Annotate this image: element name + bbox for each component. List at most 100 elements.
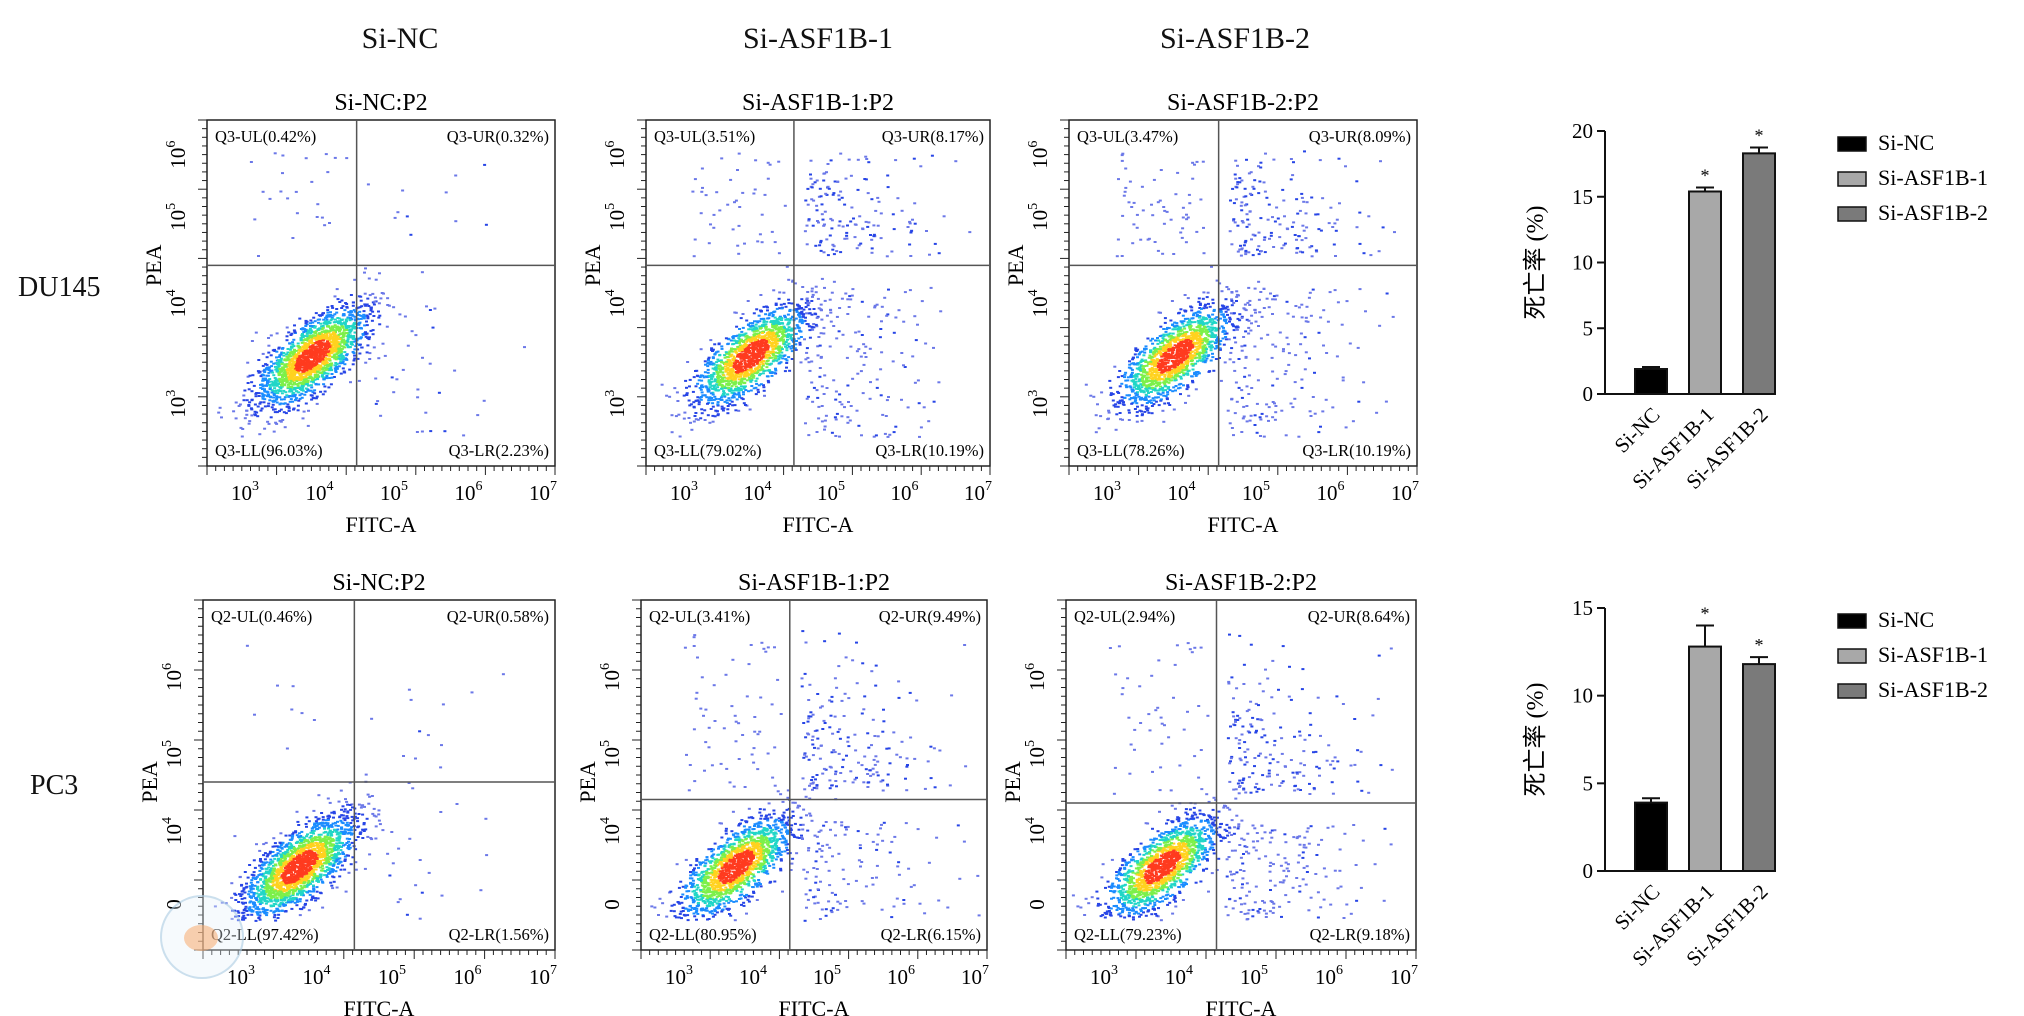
y-tick-label: 104 [1026, 289, 1052, 317]
quadrant-label-lr: Q3-LR(2.23%) [449, 441, 549, 460]
y-axis-label: PEA [575, 761, 600, 803]
flow-plot-events [1071, 633, 1394, 922]
flow-plot-6: Si-ASF1B-2:P2 Q2-UL(2.94%) Q2-UR(8.64%) Q2-… [1000, 570, 1418, 1016]
x-tick-label: 105 [378, 963, 406, 989]
flow-plot-title: Si-NC:P2 [334, 90, 427, 116]
bar-si-asf1b-2 [1742, 152, 1776, 395]
svg-text:103: 103 [603, 390, 629, 418]
significance-marker: * [1755, 125, 1764, 145]
legend-swatch [1837, 613, 1867, 629]
svg-text:103: 103 [164, 390, 190, 418]
x-tick-label: 104 [306, 479, 334, 505]
quadrant-label-ll: Q2-LL(80.95%) [649, 925, 757, 944]
svg-text:107: 107 [529, 479, 557, 505]
flow-plot-events [660, 152, 972, 438]
flow-plot-title: Si-ASF1B-1:P2 [738, 570, 890, 596]
flow-plot-3: Si-ASF1B-2:P2 Q3-UL(3.47%) Q3-UR(8.09%) Q3-… [1003, 90, 1419, 537]
x-tick-label: 104 [744, 479, 772, 505]
quadrant-label-ll: Q2-LL(79.23%) [1074, 925, 1182, 944]
x-tick-label: 104 [303, 963, 331, 989]
y-tick-label: 104 [164, 289, 190, 317]
row-label-pc3: PC3 [30, 770, 79, 801]
quadrant-label-ll: Q3-LL(79.02%) [654, 441, 762, 460]
x-tick-label: 104 [1168, 479, 1196, 505]
x-tick-label: 106 [891, 479, 919, 505]
significance-marker: * [1701, 166, 1710, 186]
y-tick-label: 105 [1026, 203, 1052, 231]
y-tick-label: 106 [603, 141, 629, 169]
quadrant-label-lr: Q3-LR(10.19%) [875, 441, 984, 460]
legend-swatch [1837, 206, 1867, 222]
column-header-si-nc: Si-NC [361, 22, 439, 55]
quadrant-label-lr: Q2-LR(6.15%) [881, 925, 981, 944]
legend-label: Si-ASF1B-2 [1878, 200, 1988, 225]
bar-y-tick-label: 0 [1583, 382, 1594, 406]
x-tick-label: 105 [380, 479, 408, 505]
bar-si-nc [1634, 801, 1668, 872]
flow-plot-title: Si-ASF1B-2:P2 [1167, 90, 1319, 116]
flow-plot-1: Si-NC:P2 Q3-UL(0.42%) Q3-UR(0.32%) Q3-LL(96… [141, 90, 557, 537]
quadrant-label-ul: Q2-UL(0.46%) [211, 607, 312, 626]
bar-si-asf1b-1 [1688, 645, 1722, 872]
svg-text:106: 106 [891, 479, 919, 505]
significance-marker: * [1701, 604, 1710, 624]
bar-y-axis-label: 死亡率 (%) [1522, 683, 1549, 797]
bar-y-tick-label: 5 [1583, 316, 1594, 340]
x-tick-label: 107 [961, 963, 989, 989]
svg-text:104: 104 [306, 479, 334, 505]
quadrant-label-ur: Q3-UR(0.32%) [447, 127, 549, 146]
y-tick-label: 103 [164, 390, 190, 418]
quadrant-label-ur: Q3-UR(8.17%) [882, 127, 984, 146]
bar-y-axis-label: 死亡率 (%) [1522, 206, 1549, 320]
legend-label: Si-ASF1B-1 [1878, 165, 1988, 190]
bar-chart-du145: 0 5 10 15 20 死亡率 (%) Si-NC * Si-ASF1B-1 * Si-ASF1B… [1522, 119, 1988, 494]
y-tick-label: 106 [164, 141, 190, 169]
x-tick-label: 106 [1317, 479, 1345, 505]
y-tick-label: 104 [1023, 817, 1049, 845]
svg-text:106: 106 [455, 479, 483, 505]
x-tick-label: 103 [1093, 479, 1121, 505]
y-tick-label: 105 [160, 740, 186, 768]
bar-y-tick-label: 0 [1583, 859, 1594, 883]
y-tick-label: 105 [164, 203, 190, 231]
x-tick-label: 103 [670, 479, 698, 505]
bar-y-tick-label: 15 [1572, 185, 1593, 209]
quadrant-label-ul: Q2-UL(3.41%) [649, 607, 750, 626]
bar-y-tick-label: 10 [1572, 684, 1593, 708]
x-tick-label: 103 [665, 963, 693, 989]
x-axis-label: FITC-A [1208, 512, 1279, 537]
svg-text:103: 103 [231, 479, 259, 505]
y-axis-label: PEA [1003, 244, 1028, 286]
x-tick-label: 107 [1391, 479, 1419, 505]
legend-swatch [1837, 136, 1867, 152]
svg-text:106: 106 [164, 141, 190, 169]
x-tick-label: 106 [887, 963, 915, 989]
bar-y-tick-label: 20 [1572, 119, 1593, 143]
bar-si-nc [1634, 368, 1668, 396]
y-axis-label: PEA [137, 761, 162, 803]
x-axis-label: FITC-A [1206, 996, 1277, 1016]
x-tick-label: 105 [1240, 963, 1268, 989]
y-tick-label: 105 [598, 740, 624, 768]
column-header-si-asf1b-2: Si-ASF1B-2 [1159, 22, 1311, 55]
svg-text:104: 104 [164, 289, 190, 317]
flow-plot-title: Si-ASF1B-1:P2 [742, 90, 894, 116]
y-tick-label: 106 [598, 663, 624, 691]
svg-text:105: 105 [380, 479, 408, 505]
x-tick-label: 103 [231, 479, 259, 505]
svg-text:106: 106 [603, 141, 629, 169]
y-tick-label: 103 [603, 390, 629, 418]
flow-plot-events [1084, 150, 1396, 438]
significance-marker: * [1755, 635, 1764, 655]
x-tick-label: 105 [813, 963, 841, 989]
bar-y-tick-label: 10 [1572, 251, 1593, 275]
legend-label: Si-ASF1B-1 [1878, 642, 1988, 667]
svg-text:104: 104 [603, 289, 629, 317]
y-axis-label: PEA [141, 244, 166, 286]
x-tick-label: 105 [817, 479, 845, 505]
y-tick-label: 103 [1026, 390, 1052, 418]
x-tick-label: 107 [529, 963, 557, 989]
quadrant-label-ll: Q3-LL(96.03%) [215, 441, 323, 460]
y-tick-label: 104 [603, 289, 629, 317]
